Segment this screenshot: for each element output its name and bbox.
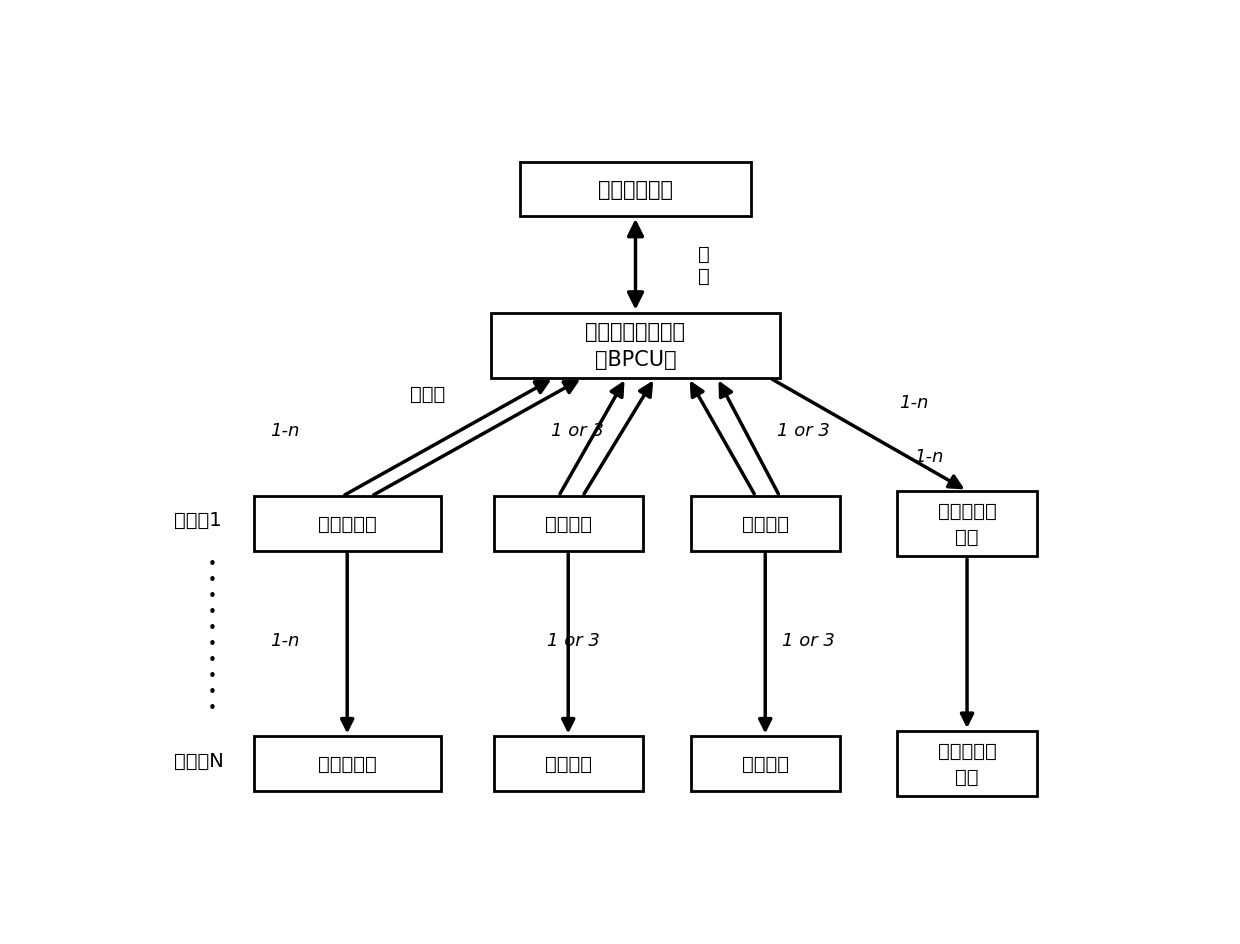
Text: 接触器N: 接触器N <box>174 750 224 769</box>
FancyBboxPatch shape <box>253 736 441 791</box>
FancyBboxPatch shape <box>491 313 780 379</box>
Text: •: • <box>208 572 217 587</box>
FancyBboxPatch shape <box>898 491 1037 557</box>
Text: 1-n: 1-n <box>270 632 299 649</box>
Text: 1 or 3: 1 or 3 <box>777 421 830 439</box>
Text: 电流信号: 电流信号 <box>742 514 789 533</box>
Text: •: • <box>208 620 217 635</box>
Text: 接触器状态: 接触器状态 <box>317 514 377 533</box>
Text: •: • <box>208 588 217 603</box>
Text: 1 or 3: 1 or 3 <box>552 421 604 439</box>
Text: •: • <box>208 636 217 651</box>
Text: 汇流条功率控制器
（BPCU）: 汇流条功率控制器 （BPCU） <box>585 322 686 370</box>
Text: •: • <box>208 556 217 571</box>
Text: 电流信号: 电流信号 <box>742 754 789 773</box>
Text: 接触器驱动
信号: 接触器驱动 信号 <box>937 501 997 547</box>
Text: 总
线: 总 线 <box>698 244 709 285</box>
FancyBboxPatch shape <box>691 736 839 791</box>
FancyBboxPatch shape <box>898 731 1037 797</box>
Text: •: • <box>208 652 217 667</box>
Text: 1 or 3: 1 or 3 <box>782 632 835 649</box>
Text: 接触器状态: 接触器状态 <box>317 754 377 773</box>
Text: 1-n: 1-n <box>899 394 929 412</box>
Text: •: • <box>208 668 217 683</box>
Text: 电压信号: 电压信号 <box>544 754 591 773</box>
Text: 接触器1: 接触器1 <box>174 511 222 530</box>
Text: 电压信号: 电压信号 <box>544 514 591 533</box>
FancyBboxPatch shape <box>521 162 751 217</box>
FancyBboxPatch shape <box>494 497 642 551</box>
Text: 配电控制系统: 配电控制系统 <box>598 179 673 199</box>
FancyBboxPatch shape <box>253 497 441 551</box>
Text: 1-n: 1-n <box>914 447 944 465</box>
Text: 离散量: 离散量 <box>409 384 445 403</box>
Text: •: • <box>208 604 217 619</box>
Text: •: • <box>208 700 217 716</box>
Text: 1 or 3: 1 or 3 <box>547 632 599 649</box>
FancyBboxPatch shape <box>494 736 642 791</box>
Text: •: • <box>208 684 217 700</box>
Text: 1-n: 1-n <box>270 421 299 439</box>
Text: 接触器驱动
信号: 接触器驱动 信号 <box>937 741 997 786</box>
FancyBboxPatch shape <box>691 497 839 551</box>
